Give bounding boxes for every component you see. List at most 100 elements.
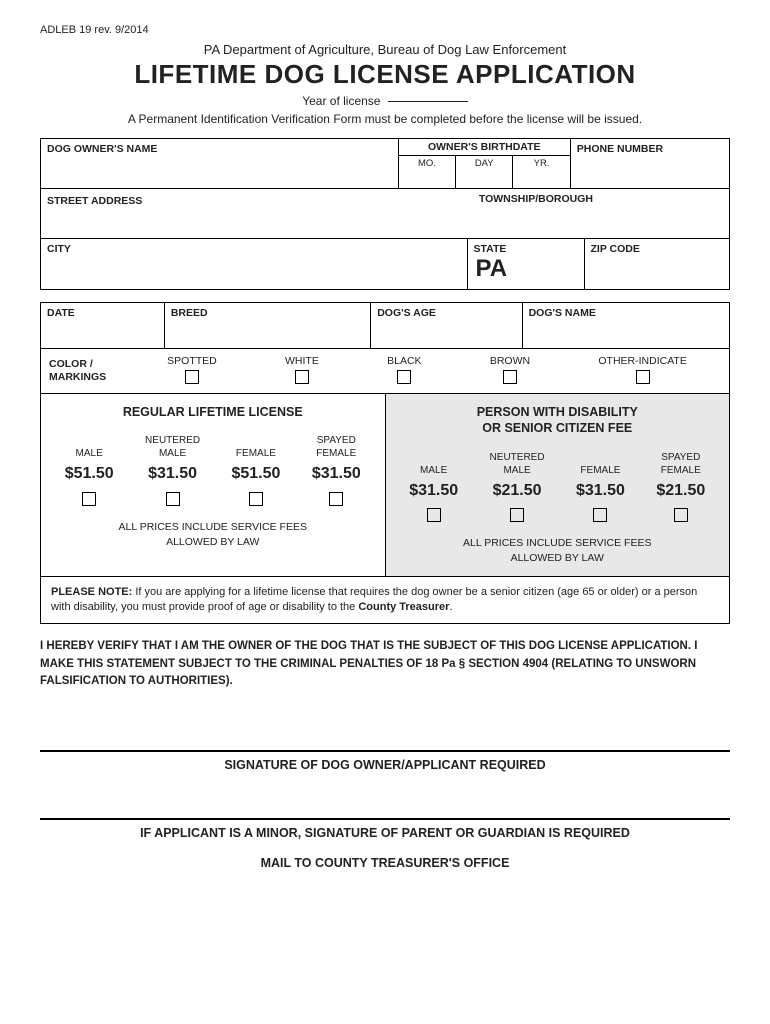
fee-reg-spay-l1: SPAYED: [312, 434, 361, 447]
marking-black: BLACK: [387, 355, 421, 387]
signature-guardian-label: IF APPLICANT IS A MINOR, SIGNATURE OF PA…: [40, 826, 730, 840]
phone-label: PHONE NUMBER: [577, 143, 723, 155]
owner-info-box: DOG OWNER'S NAME OWNER'S BIRTHDATE MO. D…: [40, 138, 730, 290]
senior-title-2: OR SENIOR CITIZEN FEE: [394, 420, 722, 436]
checkbox-other[interactable]: [636, 370, 650, 384]
fee-reg-female: FEMALE $51.50: [231, 434, 280, 510]
please-note-treasurer: County Treasurer: [358, 601, 449, 613]
owner-name-cell[interactable]: DOG OWNER'S NAME: [41, 139, 399, 188]
street-address-cell[interactable]: STREET ADDRESS TOWNSHIP/BOROUGH: [41, 189, 729, 238]
verification-note: A Permanent Identification Verification …: [40, 112, 730, 126]
marking-black-label: BLACK: [387, 355, 421, 367]
checkbox-sen-neutered[interactable]: [510, 508, 524, 522]
dog-info-box: DATE BREED DOG'S AGE DOG'S NAME COLOR / …: [40, 302, 730, 624]
breed-cell[interactable]: BREED: [165, 303, 371, 348]
checkbox-sen-spayed[interactable]: [674, 508, 688, 522]
year-of-license: Year of license: [40, 94, 730, 108]
signature-line-owner[interactable]: [40, 750, 730, 752]
dog-name-cell[interactable]: DOG'S NAME: [523, 303, 729, 348]
city-label: CITY: [47, 243, 461, 255]
price-reg-female: $51.50: [231, 464, 280, 485]
dog-name-label: DOG'S NAME: [529, 307, 723, 319]
fee-sen-spay-l2: FEMALE: [656, 464, 705, 477]
state-value: PA: [474, 255, 578, 283]
markings-row: COLOR / MARKINGS SPOTTED WHITE BLACK BRO…: [41, 349, 729, 393]
price-sen-spayed: $21.50: [656, 481, 705, 502]
checkbox-reg-neutered[interactable]: [166, 492, 180, 506]
checkbox-white[interactable]: [295, 370, 309, 384]
dog-age-cell[interactable]: DOG'S AGE: [371, 303, 522, 348]
birthdate-day[interactable]: DAY: [456, 156, 513, 188]
phone-cell[interactable]: PHONE NUMBER: [571, 139, 729, 188]
checkbox-reg-spayed[interactable]: [329, 492, 343, 506]
signature-owner-label: SIGNATURE OF DOG OWNER/APPLICANT REQUIRE…: [40, 758, 730, 772]
fee-section: REGULAR LIFETIME LICENSE MALE $51.50 NEU…: [41, 393, 729, 576]
zip-cell[interactable]: ZIP CODE: [585, 239, 730, 289]
marking-brown-label: BROWN: [490, 355, 530, 367]
marking-spotted: SPOTTED: [167, 355, 217, 387]
city-cell[interactable]: CITY: [41, 239, 468, 289]
checkbox-reg-male[interactable]: [82, 492, 96, 506]
checkbox-sen-female[interactable]: [593, 508, 607, 522]
fee-sen-male-l2: MALE: [409, 464, 458, 477]
please-note-prefix: PLEASE NOTE:: [51, 586, 135, 598]
fee-sen-neut-l2: MALE: [490, 464, 545, 477]
fee-reg-fem-l2: FEMALE: [231, 447, 280, 460]
signature-line-guardian[interactable]: [40, 818, 730, 820]
fee-sen-neut-l1: NEUTERED: [490, 451, 545, 464]
owner-birthdate-cell[interactable]: OWNER'S BIRTHDATE MO. DAY YR.: [399, 139, 571, 188]
price-sen-neutered: $21.50: [490, 481, 545, 502]
price-reg-neutered: $31.50: [145, 464, 200, 485]
marking-white-label: WHITE: [285, 355, 319, 367]
mail-to-label: MAIL TO COUNTY TREASURER'S OFFICE: [40, 856, 730, 870]
checkbox-black[interactable]: [397, 370, 411, 384]
reg-fee-note-1: ALL PRICES INCLUDE SERVICE FEES: [49, 520, 377, 535]
dog-age-label: DOG'S AGE: [377, 307, 515, 319]
marking-brown: BROWN: [490, 355, 530, 387]
fee-reg-neut-l1: NEUTERED: [145, 434, 200, 447]
please-note-box: PLEASE NOTE: If you are applying for a l…: [41, 576, 729, 624]
state-label: STATE: [474, 243, 578, 255]
senior-fee-title: PERSON WITH DISABILITY OR SENIOR CITIZEN…: [394, 404, 722, 437]
sen-fee-note-1: ALL PRICES INCLUDE SERVICE FEES: [394, 536, 722, 551]
marking-other: OTHER-INDICATE: [598, 355, 686, 387]
year-blank-line[interactable]: [388, 101, 468, 102]
senior-fee-note: ALL PRICES INCLUDE SERVICE FEES ALLOWED …: [394, 536, 722, 565]
fee-sen-neutered: NEUTEREDMALE $21.50: [490, 451, 545, 527]
birthdate-label: OWNER'S BIRTHDATE: [399, 139, 570, 156]
date-cell[interactable]: DATE: [41, 303, 165, 348]
checkbox-sen-male[interactable]: [427, 508, 441, 522]
fee-reg-neutered: NEUTEREDMALE $31.50: [145, 434, 200, 510]
zip-label: ZIP CODE: [591, 243, 724, 255]
fee-reg-male-l2: MALE: [65, 447, 114, 460]
checkbox-reg-female[interactable]: [249, 492, 263, 506]
birthdate-month[interactable]: MO.: [399, 156, 456, 188]
form-title: LIFETIME DOG LICENSE APPLICATION: [40, 59, 730, 90]
fee-reg-spay-l2: FEMALE: [312, 447, 361, 460]
date-label: DATE: [47, 307, 158, 319]
fee-sen-fem-l2: FEMALE: [576, 464, 625, 477]
street-label: STREET ADDRESS: [47, 195, 142, 207]
marking-spotted-label: SPOTTED: [167, 355, 217, 367]
price-reg-spayed: $31.50: [312, 464, 361, 485]
form-id: ADLEB 19 rev. 9/2014: [40, 24, 730, 36]
regular-fee-title: REGULAR LIFETIME LICENSE: [49, 404, 377, 420]
fee-sen-spay-l1: SPAYED: [656, 451, 705, 464]
checkbox-spotted[interactable]: [185, 370, 199, 384]
markings-label: COLOR / MARKINGS: [49, 358, 133, 383]
marking-other-label: OTHER-INDICATE: [598, 355, 686, 367]
verification-statement: I HEREBY VERIFY THAT I AM THE OWNER OF T…: [40, 638, 730, 690]
price-reg-male: $51.50: [65, 464, 114, 485]
department-line: PA Department of Agriculture, Bureau of …: [40, 42, 730, 57]
fee-sen-male: MALE $31.50: [409, 451, 458, 527]
fee-reg-spayed: SPAYEDFEMALE $31.50: [312, 434, 361, 510]
birthdate-year[interactable]: YR.: [513, 156, 569, 188]
senior-fee-column: PERSON WITH DISABILITY OR SENIOR CITIZEN…: [385, 394, 730, 576]
price-sen-male: $31.50: [409, 481, 458, 502]
owner-name-label: DOG OWNER'S NAME: [47, 143, 392, 155]
fee-reg-neut-l2: MALE: [145, 447, 200, 460]
state-cell: STATE PA: [468, 239, 585, 289]
senior-title-1: PERSON WITH DISABILITY: [394, 404, 722, 420]
fee-sen-female: FEMALE $31.50: [576, 451, 625, 527]
checkbox-brown[interactable]: [503, 370, 517, 384]
